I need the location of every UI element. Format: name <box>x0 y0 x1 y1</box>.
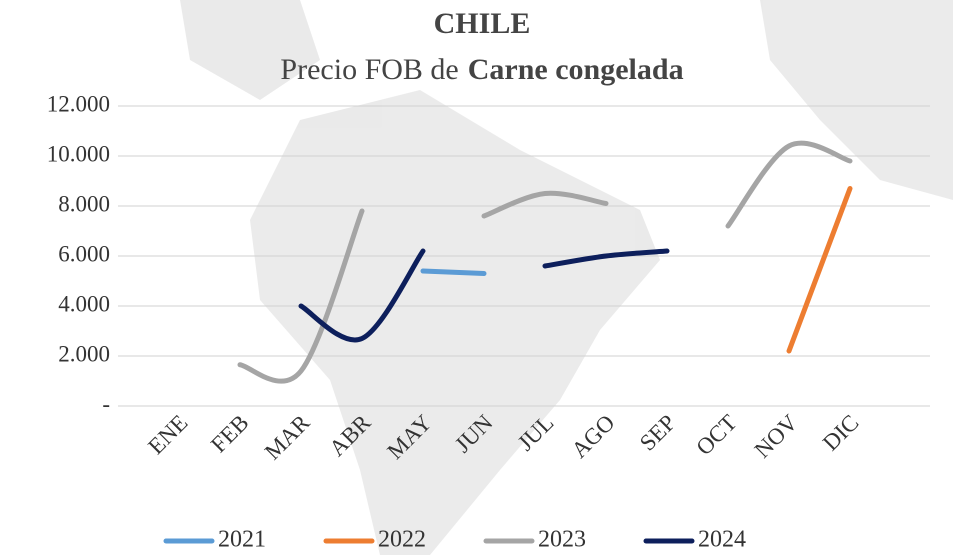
x-tick-label: AGO <box>567 410 620 463</box>
subtitle-emphasis: Carne congelada <box>468 53 684 86</box>
y-tick-label: 8.000 <box>58 191 110 216</box>
x-tick-label: MAR <box>260 409 315 464</box>
chart-subtitle: Precio FOB de Carne congelada <box>280 53 683 86</box>
y-tick-label: - <box>102 391 110 416</box>
y-tick-label: 10.000 <box>47 141 110 166</box>
x-tick-label: ENE <box>143 410 192 459</box>
series-line <box>298 248 670 343</box>
x-tick-label: FEB <box>206 410 254 458</box>
y-tick-label: 12.000 <box>47 91 110 116</box>
x-tick-label: DIC <box>818 410 864 456</box>
legend-label: 2021 <box>218 527 266 553</box>
x-tick-label: NOV <box>750 410 803 463</box>
x-tick-label: SEP <box>635 410 681 456</box>
subtitle-text: Precio FOB de <box>280 53 458 86</box>
series-line <box>420 268 487 276</box>
map-shape <box>760 0 953 200</box>
map-shape <box>180 0 320 100</box>
legend-label: 2023 <box>538 527 586 553</box>
legend-label: 2022 <box>378 527 426 553</box>
series-line <box>237 140 853 384</box>
map-shape <box>250 90 660 555</box>
legend-label: 2024 <box>698 527 746 553</box>
chart-title: CHILE <box>434 7 531 40</box>
y-tick-label: 4.000 <box>58 291 110 316</box>
y-tick-label: 6.000 <box>58 241 110 266</box>
y-tick-label: 2.000 <box>58 341 110 366</box>
x-tick-label: OCT <box>691 410 741 460</box>
series-line <box>786 186 853 354</box>
